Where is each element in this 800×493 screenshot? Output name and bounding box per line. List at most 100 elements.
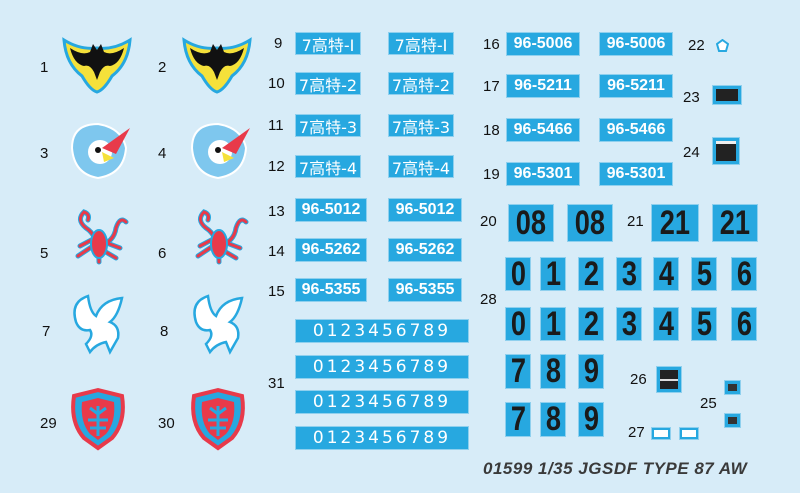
plate-decal: 96-5012 (296, 199, 366, 221)
bird-emblem-graphic (70, 122, 130, 180)
digit-decal: 3 (617, 305, 641, 343)
digit-text: 2 (583, 304, 599, 343)
big-number-text: 08 (574, 203, 606, 242)
plate-decal: 96-5301 (507, 163, 579, 185)
plate-decal: 96-5301 (600, 163, 672, 185)
digit-text: 3 (621, 304, 637, 343)
digit-text: 4 (658, 254, 674, 293)
scorpion-emblem-graphic (195, 209, 249, 265)
decal-number-label: 15 (268, 283, 285, 300)
decal-number-label: 22 (688, 37, 705, 54)
bird-emblem (64, 118, 134, 187)
plate-decal: 96-5006 (600, 33, 672, 55)
plate-decal: 96-5006 (507, 33, 579, 55)
scorpion-shield-emblem-graphic (191, 387, 245, 451)
product-title: 01599 1/35 JGSDF TYPE 87 AW (483, 459, 748, 478)
pentagon-icon (715, 38, 730, 52)
decal-number-label: 2 (158, 59, 167, 76)
decal-number-label: 4 (158, 145, 167, 162)
white-bar-decal (680, 428, 698, 439)
kanji-decal: 7高特-Ⅰ (389, 33, 453, 55)
digit-text: 7 (510, 400, 526, 438)
digit-text: 2 (583, 254, 599, 293)
decal-number-label: 8 (160, 323, 169, 340)
decal-number-label: 7 (42, 323, 51, 340)
decal-number-label: 28 (480, 291, 497, 308)
decal-number-label: 17 (483, 78, 500, 95)
scorpion-shield-emblem (66, 386, 130, 457)
digit-text: 6 (736, 304, 752, 343)
scorpion-shield-emblem-graphic (71, 387, 125, 451)
number-sequence-decal: 0123456789 (296, 356, 468, 378)
digit-decal: 2 (579, 255, 603, 293)
bird-emblem-graphic (190, 122, 250, 180)
number-sequence-decal: 0123456789 (296, 391, 468, 413)
decal-number-label: 10 (268, 75, 285, 92)
bat-emblem-graphic (182, 37, 252, 94)
decal-number-label: 24 (683, 144, 700, 161)
decal-number-label: 25 (700, 395, 717, 412)
decal-number-label: 14 (268, 243, 285, 260)
marking-decal (657, 367, 681, 392)
digit-decal: 8 (541, 400, 565, 438)
decal-number-label: 1 (40, 59, 49, 76)
digit-text: 6 (736, 254, 752, 293)
big-number-text: 08 (515, 203, 547, 242)
pegasus-emblem (66, 292, 132, 361)
kanji-decal: 7高特-Ⅰ (296, 33, 360, 55)
bat-emblem (60, 34, 134, 99)
decal-number-label: 13 (268, 203, 285, 220)
digit-decal: 8 (541, 352, 565, 390)
digit-decal: 1 (541, 305, 565, 343)
kanji-decal: 7高特-2 (389, 73, 453, 95)
scorpion-emblem (186, 206, 252, 275)
plate-decal: 96-5262 (389, 239, 461, 261)
digit-decal: 0 (506, 305, 530, 343)
small-plate-decal (725, 414, 740, 427)
decal-number-label: 9 (274, 35, 283, 52)
digit-text: 4 (658, 304, 674, 343)
decal-number-label: 30 (158, 415, 175, 432)
big-number-text: 21 (659, 203, 691, 242)
digit-decal: 6 (732, 255, 756, 293)
decal-number-label: 18 (483, 122, 500, 139)
kanji-decal: 7高特-3 (296, 115, 360, 137)
kanji-decal: 7高特-3 (389, 115, 453, 137)
decal-number-label: 21 (627, 213, 644, 230)
white-bar-decal (652, 428, 670, 439)
digit-decal: 7 (506, 352, 530, 390)
digit-text: 1 (545, 304, 561, 343)
digit-text: 9 (583, 400, 599, 438)
decal-number-label: 12 (268, 158, 285, 175)
big-number-decal: 21 (713, 204, 757, 242)
plate-decal: 96-5012 (389, 199, 461, 221)
big-number-decal: 21 (652, 203, 698, 242)
digit-text: 3 (621, 254, 637, 293)
digit-decal: 9 (579, 352, 603, 390)
digit-text: 7 (510, 352, 526, 390)
plate-decal: 96-5355 (389, 279, 461, 301)
bat-emblem-graphic (62, 37, 132, 94)
pegasus-emblem-graphic (193, 294, 244, 355)
digit-decal: 2 (579, 305, 603, 343)
pegasus-emblem-graphic (73, 294, 124, 355)
digit-decal: 1 (541, 255, 565, 293)
decal-number-label: 11 (268, 117, 284, 134)
scorpion-emblem (66, 206, 132, 275)
number-sequence-decal: 0123456789 (296, 427, 468, 449)
big-number-decal: 08 (568, 203, 612, 242)
decal-number-label: 23 (683, 89, 700, 106)
pentagon-decal (715, 38, 730, 52)
digit-text: 9 (583, 352, 599, 390)
decal-number-label: 27 (628, 424, 645, 441)
decal-number-label: 6 (158, 245, 167, 262)
decal-number-label: 29 (40, 415, 57, 432)
digit-text: 5 (696, 304, 712, 343)
decal-number-label: 31 (268, 375, 285, 392)
big-number-decal: 08 (509, 203, 553, 242)
decal-number-label: 20 (480, 213, 497, 230)
digit-decal: 5 (692, 255, 716, 293)
number-sequence-decal: 0123456789 (296, 320, 468, 342)
kanji-decal: 7高特-4 (389, 156, 453, 178)
plate-decal: 96-5466 (600, 119, 672, 141)
